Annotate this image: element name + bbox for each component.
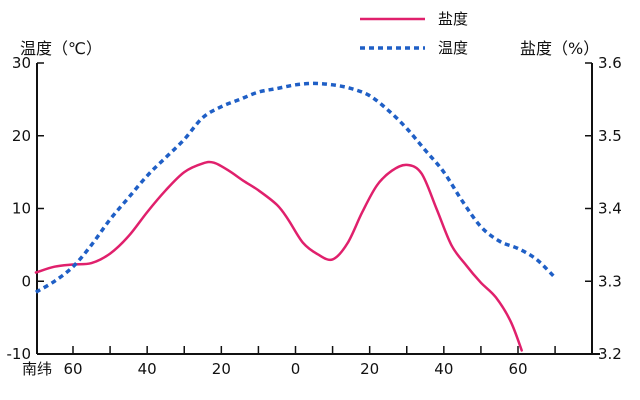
y-left-tick-label: 30 (12, 54, 31, 72)
salinity-line (34, 160, 523, 352)
x-tick-label: 0 (291, 360, 301, 378)
y-right-tick-label: 3.4 (598, 200, 622, 218)
y-right-axis-title: 盐度（%） (520, 39, 599, 58)
x-tick-label: 40 (138, 360, 157, 378)
y-left-tick-label: 0 (21, 272, 31, 290)
legend-label-salinity: 盐度 (438, 10, 468, 28)
y-right-tick-label: 3.3 (598, 272, 622, 290)
x-tick-label: 60 (508, 360, 527, 378)
temperature-line (34, 81, 557, 294)
y-left-tick-label: -10 (7, 345, 32, 363)
x-axis-prefix: 南纬 (22, 360, 52, 378)
y-left-tick-label: 20 (12, 127, 31, 145)
x-tick-label: 40 (434, 360, 453, 378)
y-right-tick-label: 3.2 (598, 345, 622, 363)
tick-group: 30 20 10 0 -10 3.6 3.5 3.4 3.3 3.2 60 40 20 0 20 40 60 (7, 54, 622, 378)
series-group (34, 81, 557, 352)
y-left-axis-title: 温度（℃） (20, 39, 102, 58)
y-left-tick-label: 10 (12, 200, 31, 218)
x-tick-label: 20 (360, 360, 379, 378)
y-right-tick-label: 3.5 (598, 127, 622, 145)
x-tick-label: 60 (63, 360, 82, 378)
x-tick-label: 20 (212, 360, 231, 378)
legend-label-temperature: 温度 (438, 39, 468, 57)
y-right-tick-label: 3.6 (598, 54, 622, 72)
